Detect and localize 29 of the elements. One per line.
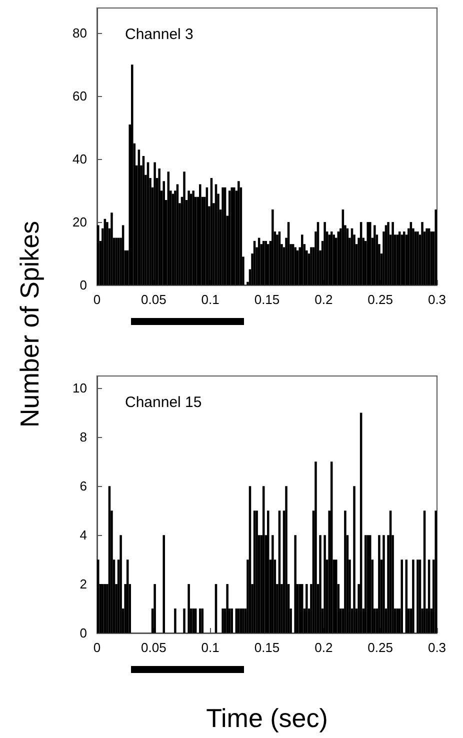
x-tick-label: 0.25 [368, 292, 393, 307]
y-tick-label: 60 [72, 88, 87, 104]
text: Channel 3 [125, 26, 194, 43]
y-tick-label: 0 [80, 278, 87, 292]
x-tick-label: 0.15 [254, 640, 280, 655]
x-tick-label: 0.1 [201, 292, 220, 307]
y-tick-label: 40 [72, 152, 87, 167]
x-tick-label: 0.3 [428, 292, 446, 307]
x-tick-label: 0.1 [201, 640, 220, 655]
x-tick-label: 0.25 [368, 640, 393, 655]
x-tick-label: 0 [93, 640, 101, 655]
y-tick-label: 20 [72, 214, 87, 230]
x-tick-label: 0.15 [254, 292, 280, 307]
y-tick-label: 4 [80, 528, 87, 543]
x-tick-label: 0.2 [314, 640, 333, 655]
x-tick-label: 0.2 [314, 292, 333, 307]
y-tick-label: 2 [80, 576, 87, 592]
x-tick-label: 0.05 [141, 292, 166, 307]
y-tick-label: 0 [80, 626, 87, 640]
x-tick-label: 0.3 [428, 640, 446, 655]
x-axis-title: Time (sec) [206, 703, 328, 733]
y-tick-label: 8 [80, 430, 87, 445]
y-tick-label: 80 [72, 26, 87, 41]
text: Channel 15 [125, 394, 202, 411]
x-tick-label: 0 [93, 292, 101, 307]
x-tick-label: 0.05 [141, 640, 166, 655]
y-axis-title: Number of Spikes [14, 220, 46, 428]
y-tick-label: 10 [72, 380, 87, 396]
y-tick-label: 6 [80, 478, 87, 494]
